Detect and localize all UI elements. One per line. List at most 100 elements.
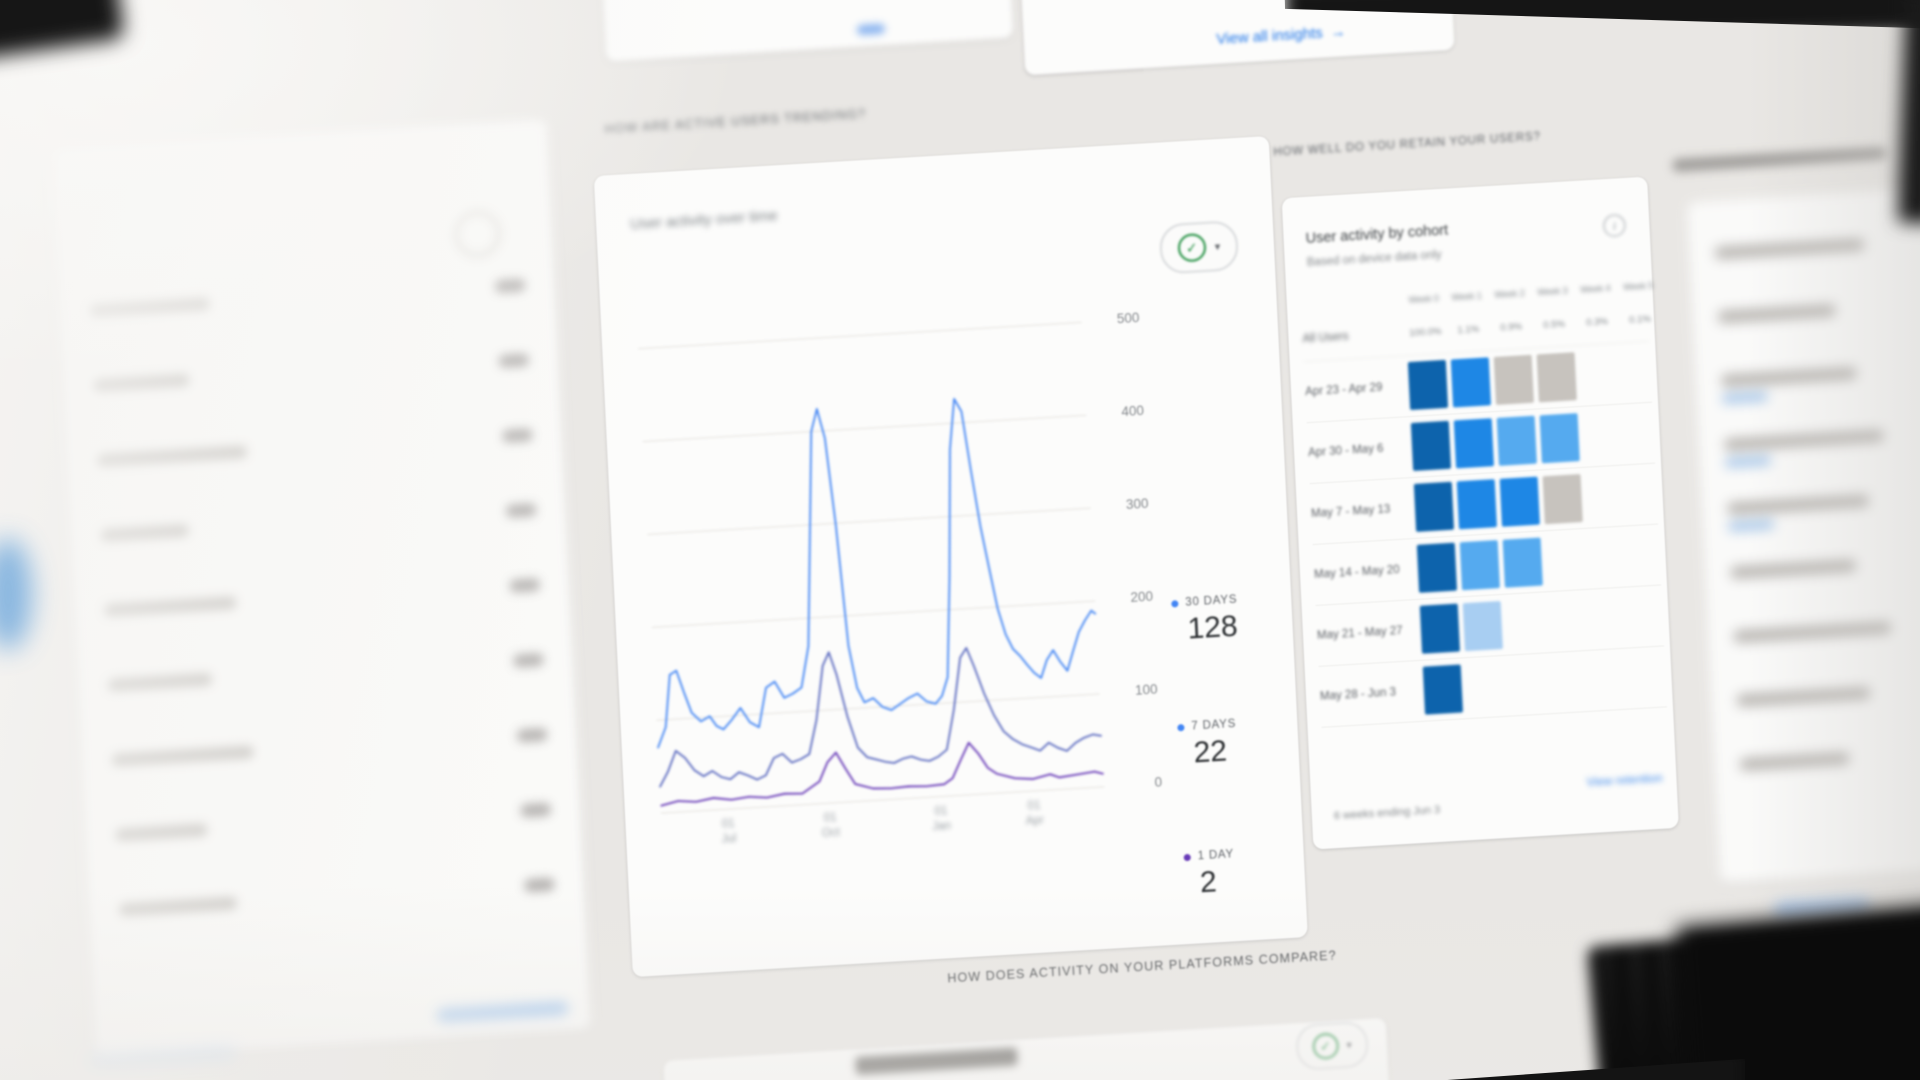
chart-legend: 30 DAYS 128 7 DAYS 22 1 DAY 2 <box>1171 583 1287 899</box>
cohort-heat-cell <box>1499 476 1540 527</box>
view-all-insights-label: View all insights <box>1215 24 1324 48</box>
cohort-heat-cell <box>1410 420 1452 472</box>
cohort-heat-cell <box>1631 530 1671 580</box>
cohort-heat-cell <box>1493 354 1534 405</box>
x-tick-label: 01 Jan <box>932 805 952 834</box>
series-line-1-day <box>660 741 1104 807</box>
blurred-card-title <box>855 1047 1018 1076</box>
cohort-heat-cell <box>1506 598 1546 648</box>
cohort-heat-cell <box>1594 654 1634 704</box>
legend-label: 30 DAYS <box>1185 593 1238 609</box>
cohort-heat-cell <box>1413 481 1455 532</box>
blurred-link-ghost <box>1773 896 1871 919</box>
cohort-week-header: Week 0 <box>1408 293 1440 305</box>
legend-value: 128 <box>1186 609 1239 646</box>
active-users-section-heading: HOW ARE ACTIVE USERS TRENDING? <box>604 106 867 137</box>
blurred-metric-list <box>89 278 557 978</box>
cohort-heat-cell <box>1539 413 1580 464</box>
blurred-table-rows <box>1714 232 1920 822</box>
cohort-heat-cell <box>1422 664 1463 715</box>
view-all-insights-link[interactable]: View all insights → <box>1216 23 1346 48</box>
y-tick-label: 500 <box>1116 309 1140 327</box>
cohort-heat-cell <box>1625 408 1665 458</box>
cohort-heat-cell <box>1549 596 1589 646</box>
chevron-down-icon: ▾ <box>1346 1039 1352 1051</box>
cohort-heat-cell <box>1637 652 1677 702</box>
cohort-week-header: Week 4 <box>1580 282 1611 295</box>
cohort-heat-cell <box>1536 352 1577 403</box>
info-icon[interactable]: i <box>1602 213 1626 238</box>
x-tick-label: 01 Jul <box>721 817 737 846</box>
cohort-row-label: May 7 - May 13 <box>1310 503 1391 521</box>
cohort-heat-cell <box>1466 662 1506 712</box>
cohort-percentage: 100.0% <box>1409 325 1442 339</box>
y-tick-label: 400 <box>1121 402 1145 420</box>
cohort-percentage: 0.3% <box>1585 315 1609 328</box>
x-tick-label: 01 Apr <box>1025 799 1044 828</box>
legend-value: 2 <box>1199 865 1218 900</box>
cohort-row-label: Apr 23 - Apr 29 <box>1304 381 1383 399</box>
cohort-heat-cell <box>1582 411 1622 461</box>
cohort-heat-cell <box>1502 537 1543 588</box>
cohort-heat-cell <box>1542 474 1583 525</box>
cohort-row-label: Apr 30 - May 6 <box>1307 442 1384 460</box>
legend-item-1-day[interactable]: 1 DAY 2 <box>1183 848 1236 901</box>
chevron-down-icon: ▾ <box>1214 240 1221 253</box>
y-tick-label: 300 <box>1125 495 1149 513</box>
legend-dot-icon <box>1183 853 1191 861</box>
cohort-heat-cell <box>1585 472 1625 522</box>
cohort-card-subtitle: Based on device data only <box>1306 248 1442 269</box>
cohort-heat-cell <box>1456 479 1497 530</box>
cohort-percentage: 0.9% <box>1500 320 1523 334</box>
cohort-heat-cell <box>1580 350 1620 400</box>
view-retention-link[interactable]: View retention <box>1586 770 1663 790</box>
summary-card-blurred <box>51 118 592 1060</box>
cohort-week-header: Week 3 <box>1537 285 1568 298</box>
cohort-table: Week 0 Week 1 Week 2 Week 3 Week 4 Week 5 All … <box>1301 280 1668 728</box>
data-quality-dropdown[interactable]: ✓ ▾ <box>1158 220 1240 275</box>
cohort-row-label: May 28 - Jun 3 <box>1319 686 1397 703</box>
y-tick-label: 100 <box>1134 681 1158 698</box>
cohort-footer-note: 6 weeks ending Jun 3 <box>1333 804 1441 823</box>
cohort-percentage: 0.5% <box>1543 318 1566 331</box>
cohort-heat-cell <box>1462 601 1503 652</box>
platforms-card-partial: ✓ ▾ <box>663 1017 1394 1080</box>
arrow-right-icon: → <box>1330 23 1347 42</box>
series-line-7-days <box>658 647 1102 788</box>
donut-chart-ghost-icon <box>453 209 502 259</box>
legend-dot-icon <box>1171 599 1179 608</box>
cohort-heat-cell <box>1634 591 1674 641</box>
activity-chart-plot <box>638 321 1105 814</box>
check-circle-icon: ✓ <box>1177 232 1207 263</box>
activity-line-chart <box>638 321 1105 814</box>
cohort-heat-cell <box>1416 542 1458 593</box>
legend-dot-icon <box>1177 723 1185 731</box>
user-activity-card: User activity over time ✓ ▾ 500 400 300 200… <box>593 135 1308 978</box>
cohort-heat-cell <box>1459 540 1500 591</box>
blurred-link-ghost <box>436 1001 569 1023</box>
activity-card-title: User activity over time <box>629 207 778 233</box>
cohort-heat-cell <box>1628 469 1668 519</box>
cohort-heat-cell <box>1588 532 1628 582</box>
insights-card-partial: View all insights → <box>1018 0 1455 76</box>
retention-section-heading: HOW WELL DO YOU RETAIN YOUR USERS? <box>1273 130 1541 159</box>
cohort-percentage: 0.1% <box>1628 313 1652 326</box>
cohort-heat-cell <box>1509 659 1549 709</box>
blurred-link-ghost <box>856 23 886 36</box>
blurred-list-row <box>1714 232 1920 311</box>
cohort-row-label: May 21 - May 27 <box>1316 624 1403 642</box>
cohort-heat-cell <box>1450 357 1492 408</box>
y-tick-label: 0 <box>1154 774 1163 790</box>
data-quality-dropdown[interactable]: ✓ ▾ <box>1295 1020 1370 1071</box>
cohort-heat-cell <box>1622 347 1662 397</box>
cohort-week-header: Week 2 <box>1494 288 1525 300</box>
retention-card: User activity by cohort Based on device … <box>1281 176 1679 850</box>
cohort-week-header: Week 1 <box>1451 290 1483 303</box>
cohort-heat-cell <box>1591 593 1631 643</box>
legend-item-7-days[interactable]: 7 DAYS 22 <box>1177 718 1238 771</box>
y-tick-label: 200 <box>1130 588 1154 605</box>
cohort-percentage: 1.1% <box>1457 323 1480 336</box>
cohort-heat-cell <box>1551 657 1591 707</box>
legend-item-30-days[interactable]: 30 DAYS 128 <box>1171 594 1239 648</box>
